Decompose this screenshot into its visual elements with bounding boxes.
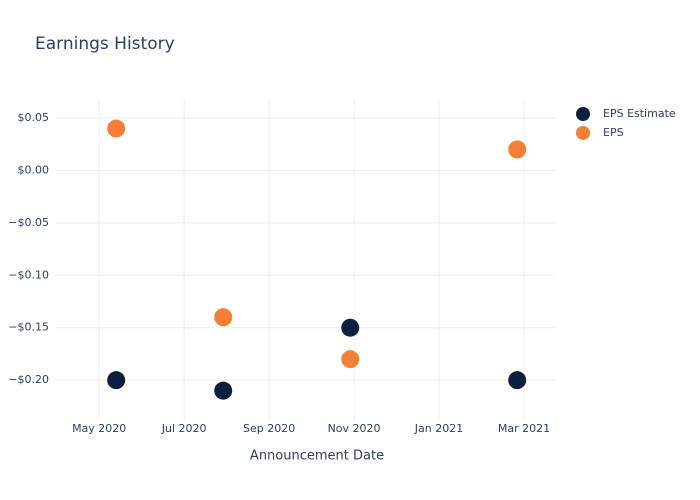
y-tick-label: −$0.10 [8,268,49,281]
chart-title: Earnings History [35,34,175,54]
point [214,381,233,400]
point [107,119,126,138]
point [107,371,126,390]
x-tick-label: Sep 2020 [243,422,295,435]
legend-label: EPS Estimate [603,107,676,120]
y-tick-label: −$0.20 [8,373,49,386]
y-tick-label: $0.05 [18,111,50,124]
legend-label: EPS [603,126,624,139]
y-tick-label: −$0.05 [8,216,49,229]
y-tick-label: −$0.15 [8,321,49,334]
x-axis-label: Announcement Date [250,449,384,464]
legend-marker [576,126,590,140]
point [508,371,527,390]
x-tick-label: Jan 2021 [414,422,463,435]
x-tick-label: May 2020 [72,422,126,435]
x-tick-label: Nov 2020 [328,422,381,435]
point [341,318,360,337]
y-tick-label: $0.00 [18,163,50,176]
point [341,350,360,369]
legend-marker [576,107,590,121]
point [214,308,233,327]
x-tick-label: Jul 2020 [161,422,207,435]
x-tick-label: Mar 2021 [498,422,550,435]
point [508,140,527,159]
